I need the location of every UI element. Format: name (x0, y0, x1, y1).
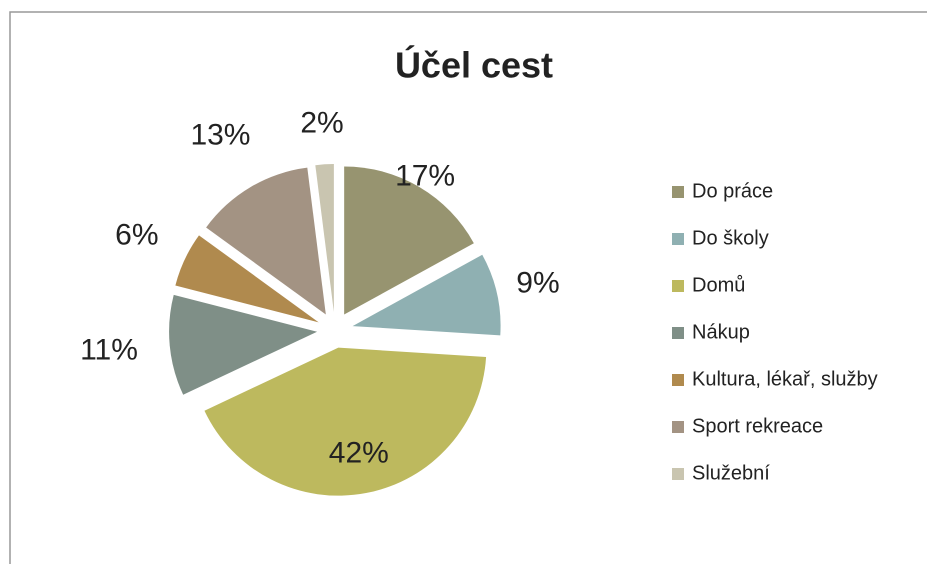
legend-label: Do školy (692, 227, 769, 249)
legend-swatch (672, 468, 684, 480)
pie-slice (204, 347, 487, 496)
legend-label: Do práce (692, 180, 773, 202)
legend-label: Sport rekreace (692, 415, 823, 437)
legend-swatch (672, 186, 684, 198)
chart-frame (9, 11, 927, 564)
legend-label: Kultura, lékař, služby (692, 368, 878, 390)
legend-swatch (672, 421, 684, 433)
legend-swatch (672, 280, 684, 292)
pie-slice (169, 294, 318, 395)
data-label: 11% (80, 333, 138, 366)
legend-label: Služební (692, 462, 770, 484)
legend-swatch (672, 233, 684, 245)
chart-title: Účel cest (395, 44, 553, 86)
data-label: 9% (516, 267, 559, 300)
pie-slice (175, 235, 319, 323)
pie-slice (315, 164, 334, 313)
data-label: 42% (329, 437, 389, 470)
data-label: 13% (190, 118, 250, 151)
pie-slice (352, 254, 501, 336)
data-label: 17% (395, 160, 455, 193)
legend-swatch (672, 327, 684, 339)
legend-swatch (672, 374, 684, 386)
pie-slice (206, 167, 326, 315)
data-label: 6% (115, 219, 158, 252)
legend-label: Nákup (692, 321, 750, 343)
legend-label: Domů (692, 274, 745, 296)
data-label: 2% (300, 106, 343, 139)
pie-slice (344, 166, 474, 315)
